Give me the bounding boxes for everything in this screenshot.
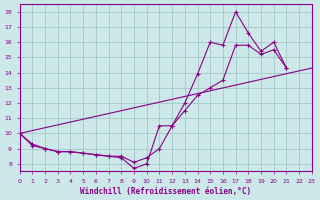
X-axis label: Windchill (Refroidissement éolien,°C): Windchill (Refroidissement éolien,°C)	[80, 187, 251, 196]
